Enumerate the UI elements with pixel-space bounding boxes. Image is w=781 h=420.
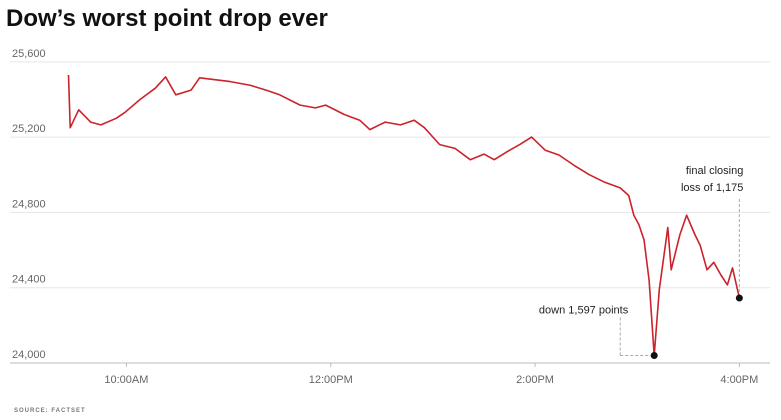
- x-tick-label: 12:00PM: [309, 374, 353, 386]
- line: [67, 74, 741, 357]
- annotation: final closing: [686, 165, 743, 177]
- annotation: down 1,597 points: [539, 304, 629, 316]
- y-tick-label: 25,600: [12, 48, 46, 60]
- point: [650, 351, 658, 359]
- annotation: loss of 1,175: [681, 182, 743, 194]
- chart-title: Dow’s worst point drop ever: [6, 5, 328, 32]
- point: [735, 294, 743, 302]
- source: SOURCE: FACTSET: [14, 408, 86, 414]
- leader-line: [619, 315, 655, 356]
- y-tick-label: 25,200: [12, 123, 46, 135]
- x-tick-label: 4:00PM: [720, 374, 758, 386]
- x-tick-label: 2:00PM: [516, 374, 554, 386]
- y-tick-label: 24,000: [12, 349, 46, 361]
- y-tick-label: 24,400: [12, 274, 46, 286]
- y-tick-label: 24,800: [12, 198, 46, 210]
- x-tick-label: 10:00AM: [104, 374, 148, 386]
